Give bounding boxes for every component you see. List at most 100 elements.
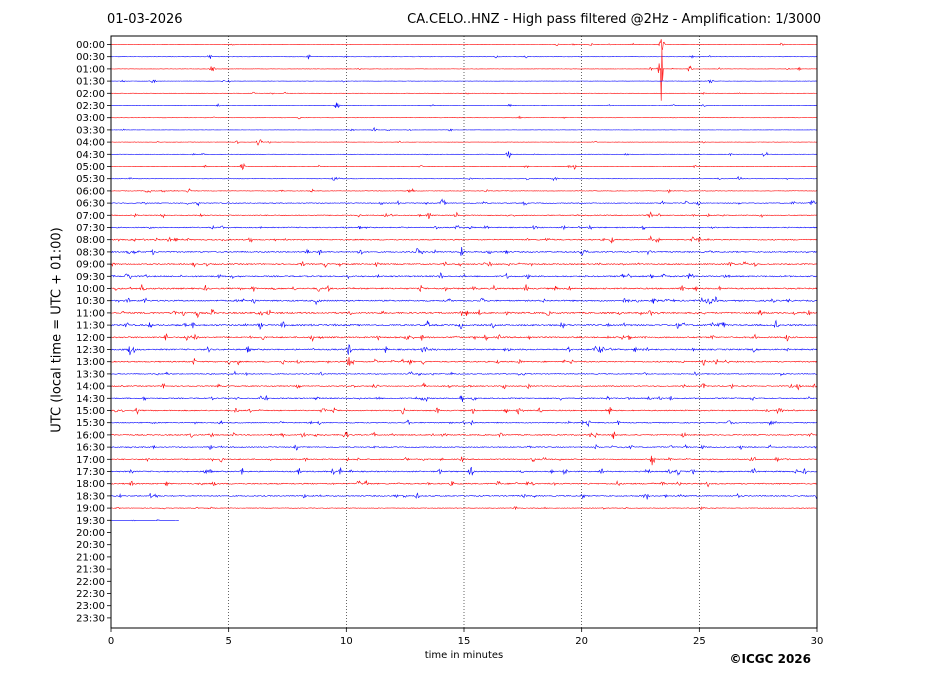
- y-tick-label: 01:00: [76, 64, 105, 75]
- trace-row-20: [110, 284, 817, 293]
- y-tick-label: 00:00: [76, 40, 105, 51]
- y-tick-label: 08:30: [76, 247, 105, 258]
- copyright-label: ©ICGC 2026: [729, 652, 811, 666]
- trace-row-25: [110, 344, 817, 356]
- y-tick-label: 02:00: [76, 89, 105, 100]
- y-tick-label: 07:30: [76, 223, 105, 234]
- y-tick-label: 11:00: [76, 308, 105, 319]
- y-tick-label: 09:00: [76, 260, 105, 271]
- x-tick-label: 25: [693, 636, 706, 647]
- y-tick-label: 02:30: [76, 101, 105, 112]
- trace-row-1: [110, 54, 817, 60]
- trace-row-4: [110, 91, 817, 95]
- trace-row-29: [110, 395, 817, 403]
- trace-row-18: [110, 260, 817, 268]
- y-tick-label: 08:00: [76, 235, 105, 246]
- y-tick-label: 22:30: [76, 589, 105, 600]
- trace-row-31: [110, 419, 817, 428]
- y-tick-label: 12:30: [76, 345, 105, 356]
- x-tick-label: 20: [575, 636, 588, 647]
- trace-row-13: [110, 198, 817, 207]
- y-tick-label: 23:00: [76, 601, 105, 612]
- y-tick-label: 04:00: [76, 138, 105, 149]
- y-tick-label: 23:30: [76, 613, 105, 624]
- y-tick-label: 10:30: [76, 296, 105, 307]
- x-tick-label: 30: [811, 636, 824, 647]
- y-tick-label: 07:00: [76, 211, 105, 222]
- trace-row-16: [110, 235, 817, 244]
- x-tick-label: 0: [108, 636, 114, 647]
- y-tick-label: 13:00: [76, 357, 105, 368]
- y-tick-label: 06:00: [76, 186, 105, 197]
- trace-row-3: [110, 79, 817, 84]
- y-tick-label: 05:30: [76, 174, 105, 185]
- trace-row-38: [110, 506, 817, 511]
- chart-title: CA.CELO..HNZ - High pass filtered @2Hz -…: [407, 12, 821, 27]
- y-tick-label: 20:30: [76, 540, 105, 551]
- trace-row-32: [110, 431, 817, 439]
- y-tick-label: 00:30: [76, 52, 105, 63]
- y-tick-label: 17:00: [76, 455, 105, 466]
- x-axis-label: time in minutes: [424, 650, 504, 661]
- trace-row-22: [110, 308, 817, 319]
- trace-row-35: [110, 466, 817, 476]
- trace-row-11: [110, 176, 817, 182]
- y-tick-label: 21:00: [76, 552, 105, 563]
- x-tick-label: 15: [458, 636, 471, 647]
- y-tick-label: 03:30: [76, 125, 105, 136]
- y-tick-label: 18:00: [76, 479, 105, 490]
- y-tick-label: 15:00: [76, 406, 105, 417]
- trace-row-7: [110, 126, 817, 132]
- trace-row-9: [110, 151, 817, 159]
- y-tick-label: 04:30: [76, 150, 105, 161]
- vertical-grid: [228, 36, 700, 628]
- trace-row-2: [110, 48, 817, 101]
- y-axis-label: UTC (local time = UTC + 01:00): [49, 227, 65, 433]
- y-tick-label: 05:00: [76, 162, 105, 173]
- trace-row-12: [110, 188, 817, 194]
- y-tick-label: 19:30: [76, 516, 105, 527]
- y-tick-label: 12:00: [76, 333, 105, 344]
- trace-row-6: [110, 115, 817, 120]
- y-tick-label: 09:30: [76, 272, 105, 283]
- y-tick-label: 16:00: [76, 430, 105, 441]
- y-tick-label: 13:30: [76, 369, 105, 380]
- trace-row-26: [110, 357, 817, 366]
- trace-row-37: [110, 492, 817, 500]
- trace-row-24: [110, 333, 817, 342]
- x-axis-ticks: 0 5 10 15 20 25 30: [108, 628, 824, 647]
- y-tick-label: 11:30: [76, 321, 105, 332]
- y-tick-label: 16:30: [76, 443, 105, 454]
- y-tick-label: 15:30: [76, 418, 105, 429]
- y-tick-label: 18:30: [76, 491, 105, 502]
- trace-row-0: [110, 39, 817, 50]
- y-tick-label: 03:00: [76, 113, 105, 124]
- trace-row-19: [110, 272, 817, 280]
- trace-row-8: [110, 139, 817, 146]
- trace-group: [110, 39, 817, 522]
- y-tick-label: 17:30: [76, 467, 105, 478]
- plot-frame: [110, 35, 818, 629]
- trace-row-28: [110, 382, 817, 391]
- trace-row-30: [110, 407, 817, 415]
- x-tick-label: 10: [340, 636, 353, 647]
- y-tick-label: 01:30: [76, 77, 105, 88]
- trace-row-15: [110, 224, 817, 231]
- trace-row-34: [110, 455, 817, 466]
- y-tick-label: 21:30: [76, 565, 105, 576]
- trace-row-10: [110, 162, 817, 171]
- trace-row-39: [110, 519, 179, 522]
- x-tick-label: 5: [225, 636, 231, 647]
- date-label: 01-03-2026: [107, 12, 183, 27]
- trace-row-21: [110, 296, 817, 306]
- trace-row-23: [110, 319, 817, 331]
- y-tick-label: 14:30: [76, 394, 105, 405]
- trace-row-27: [110, 370, 817, 377]
- trace-row-36: [110, 479, 817, 488]
- y-tick-label: 22:00: [76, 577, 105, 588]
- y-tick-label: 10:00: [76, 284, 105, 295]
- trace-row-14: [110, 211, 817, 219]
- y-tick-label: 14:00: [76, 382, 105, 393]
- y-tick-label: 19:00: [76, 504, 105, 515]
